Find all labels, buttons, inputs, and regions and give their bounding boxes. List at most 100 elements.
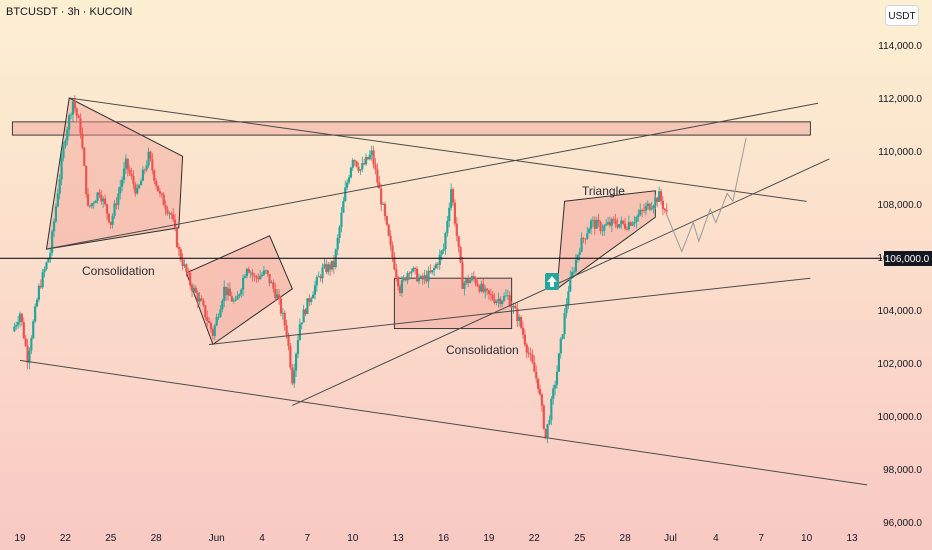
candle-body [132, 176, 135, 185]
candle-body [495, 301, 498, 303]
candle-body [79, 118, 82, 134]
candle-body [308, 298, 311, 303]
pattern-shape-2[interactable] [185, 235, 293, 346]
candle-body [219, 309, 222, 317]
candle-body [521, 327, 525, 335]
candle-body [147, 151, 150, 166]
candle-body [603, 225, 606, 231]
candle-body [451, 189, 455, 203]
trendline-1[interactable] [69, 97, 807, 202]
trendline-5[interactable] [292, 158, 830, 406]
candle-body [168, 213, 171, 215]
candle-body [338, 227, 341, 238]
candle-body [622, 220, 625, 224]
candle-body [145, 165, 148, 170]
candle-body [389, 235, 392, 246]
candle-body [47, 258, 50, 263]
candle-body [639, 210, 642, 215]
candle-body [555, 371, 559, 385]
candle-body [217, 316, 220, 318]
candle-body [468, 280, 472, 284]
zone-rect-1[interactable] [11, 121, 811, 136]
candle-body [527, 352, 530, 354]
candle-body [646, 203, 649, 207]
candle-body [158, 191, 162, 194]
candle-body [658, 191, 661, 202]
candle-body [620, 220, 623, 225]
candle-body [245, 268, 249, 277]
projection-layer [666, 137, 747, 254]
candle-body [510, 305, 513, 308]
x-tick-label: 22 [60, 533, 72, 544]
candle-body [654, 197, 657, 206]
projection-path[interactable] [666, 137, 747, 254]
candle-body [408, 272, 411, 274]
annotation-consolidation-2: Consolidation [446, 343, 519, 357]
x-tick-label: 25 [574, 533, 586, 544]
candle-body [187, 271, 190, 274]
candle-body [313, 285, 317, 295]
candle-body [211, 329, 214, 336]
currency-button[interactable]: USDT [885, 5, 919, 26]
candle-body [64, 140, 67, 147]
candle-body [109, 221, 112, 225]
pattern-shape-3[interactable] [556, 190, 656, 290]
candle-body [164, 205, 167, 210]
candle-body [192, 287, 196, 292]
candle-body [156, 185, 160, 192]
candle-body [610, 218, 613, 226]
up-arrow-icon [545, 273, 559, 290]
candle-body [497, 298, 500, 302]
candle-body [344, 187, 347, 202]
candle-body [183, 264, 186, 267]
candle-body [487, 290, 491, 294]
candle-body [485, 288, 489, 291]
candle-body [519, 316, 523, 328]
candle-body [262, 270, 266, 275]
candle-body [347, 177, 351, 183]
candle-body [62, 146, 65, 158]
candle-body [342, 201, 345, 213]
candle-body [321, 267, 324, 279]
candle-body [20, 313, 23, 323]
annotation-consolidation-1: Consolidation [82, 264, 155, 278]
candle-body [317, 276, 320, 278]
candle-body [380, 188, 383, 205]
candle-body [444, 233, 447, 249]
candle-body [279, 298, 283, 314]
candle-body [537, 378, 540, 389]
candle-body [425, 275, 428, 282]
candle-body [474, 277, 477, 284]
candle-body [381, 203, 385, 205]
time-axis[interactable]: 19 22 25 28 Jun 4 7 10 13 16 19 22 25 28 Jul 4 7 10 13 [14, 533, 858, 544]
y-tick-label: 108,000.0 [878, 200, 923, 211]
candle-body [238, 294, 241, 297]
candle-body [17, 321, 20, 325]
candle-body [478, 286, 481, 292]
zone-rect-2[interactable] [393, 277, 513, 330]
candle-body [612, 218, 615, 220]
candle-body [516, 308, 519, 322]
x-tick-label: 16 [438, 533, 450, 544]
candle-body [504, 295, 508, 297]
candle-body [54, 206, 58, 222]
candle-body [34, 306, 37, 322]
trendline-4[interactable] [209, 277, 811, 345]
candle-body [531, 354, 534, 363]
candle-body [209, 322, 213, 330]
x-tick-label: Jun [209, 533, 225, 544]
trendline-2[interactable] [19, 359, 868, 486]
candle-body [291, 367, 294, 384]
trendline-3[interactable] [46, 102, 819, 250]
candle-body [584, 238, 587, 240]
candle-body [525, 344, 528, 353]
candle-body [565, 304, 568, 314]
candle-body [189, 273, 192, 286]
candle-body [421, 276, 424, 280]
candle-body [387, 224, 390, 236]
candle-body [230, 295, 233, 302]
candle-body [391, 245, 394, 258]
candle-body [635, 217, 638, 223]
